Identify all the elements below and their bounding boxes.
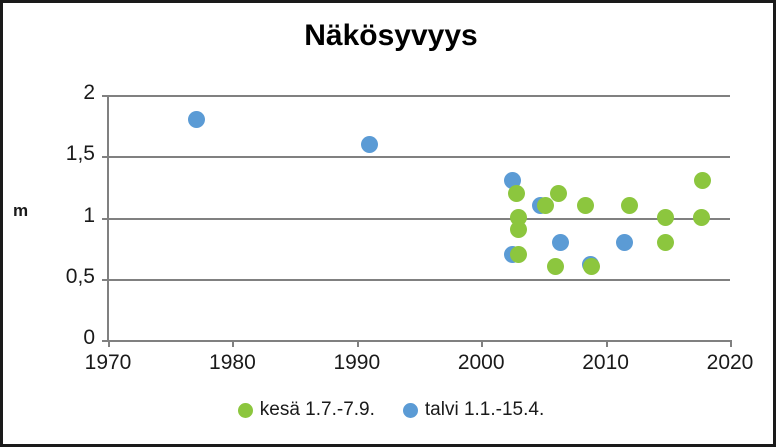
data-point-kesa <box>510 245 528 263</box>
gridline-y-2 <box>108 95 730 97</box>
data-point-kesa <box>537 196 555 214</box>
data-point-talvi <box>187 111 205 128</box>
data-point-kesa <box>583 258 601 275</box>
x-tick-label: 1990 <box>333 351 381 374</box>
x-tick-label: 2020 <box>706 351 754 374</box>
legend-label: talvi 1.1.-15.4. <box>424 399 545 420</box>
data-point-talvi <box>552 233 570 251</box>
y-tick-label: 0 <box>83 326 95 349</box>
x-tick-mark <box>730 340 732 347</box>
gridline-y-0-5 <box>108 278 730 281</box>
data-point-kesa <box>620 196 638 214</box>
x-tick-label: 1980 <box>209 351 256 374</box>
data-point-kesa <box>694 172 712 190</box>
data-point-kesa <box>507 184 525 202</box>
gridline-y-1 <box>108 217 730 220</box>
x-tick-mark <box>481 340 484 347</box>
y-tick-mark <box>102 217 109 220</box>
x-tick-mark <box>108 340 110 347</box>
plot-area <box>108 95 730 342</box>
x-tick-mark <box>356 340 359 347</box>
y-tick-mark <box>102 278 109 281</box>
legend-entry-kesa[interactable]: kesä 1.7.-7.9. <box>237 399 375 421</box>
data-point-kesa <box>547 258 565 275</box>
data-point-kesa <box>692 209 710 226</box>
data-point-kesa <box>510 221 528 239</box>
y-axis-title: m <box>13 201 29 220</box>
legend-marker-icon <box>237 402 253 418</box>
x-tick-mark <box>232 340 235 347</box>
y-tick-mark <box>102 95 109 97</box>
y-tick-label: 0,5 <box>65 264 95 288</box>
data-point-kesa <box>577 196 595 214</box>
y-tick-label: 1,5 <box>65 142 95 166</box>
y-tick-mark <box>102 340 109 342</box>
data-point-kesa <box>549 184 567 202</box>
chart-legend: kesä 1.7.-7.9. talvi 1.1.-15.4. <box>3 399 773 421</box>
data-point-talvi <box>360 135 378 153</box>
y-tick-mark <box>102 156 109 159</box>
legend-marker-icon <box>402 402 418 418</box>
legend-label: kesä 1.7.-7.9. <box>259 399 375 420</box>
x-tick-label: 2010 <box>582 351 629 374</box>
gridline-y-1-5 <box>108 156 730 159</box>
x-tick-mark <box>605 340 608 347</box>
data-point-kesa <box>656 209 674 226</box>
y-tick-label: 2 <box>83 81 95 104</box>
legend-entry-talvi[interactable]: talvi 1.1.-15.4. <box>402 399 545 421</box>
gridline-y-0 <box>108 340 730 342</box>
chart-title: Näkösyvyys <box>304 19 478 52</box>
y-tick-label: 1 <box>83 203 95 227</box>
data-point-kesa <box>656 233 674 251</box>
x-tick-label: 1970 <box>84 351 132 374</box>
data-point-talvi <box>615 233 633 251</box>
x-tick-label: 2000 <box>457 351 505 374</box>
